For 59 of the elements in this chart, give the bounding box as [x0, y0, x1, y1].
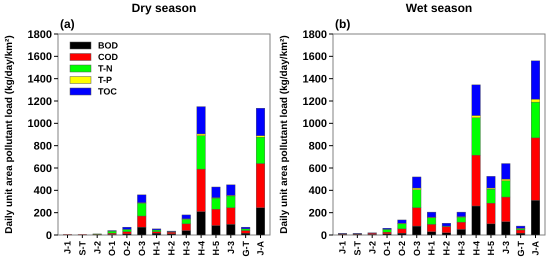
x-tick-label: S-T	[77, 240, 88, 256]
x-tick-label: J-2	[92, 241, 102, 254]
x-tick-label: O-3	[412, 241, 422, 256]
chart-title: Wet season	[406, 1, 472, 15]
x-tick-label: H-5	[211, 241, 222, 256]
y-tick-label: 1400	[28, 74, 52, 86]
y-tick-label: 0	[46, 230, 52, 242]
x-tick-label: J-3	[226, 241, 236, 254]
y-tick-label: 1800	[28, 28, 52, 41]
x-tick-label: H-3	[181, 241, 192, 256]
x-tick-label: H-1	[426, 241, 437, 256]
x-tick-label: H-5	[486, 241, 496, 256]
x-tick-label: J-3	[500, 241, 511, 254]
y-tick-label: 1400	[302, 74, 327, 86]
x-tick-label: H-2	[166, 241, 177, 256]
y-tick-label: 1600	[28, 51, 52, 64]
y-axis-title: Daily unit area pollutant load (kg/day/km²)	[279, 35, 290, 234]
chart-title: Dry season	[132, 1, 196, 15]
x-tick-label: H-1	[152, 241, 162, 256]
y-tick-label: 0	[320, 230, 327, 242]
legend-label: TOC	[98, 86, 118, 97]
x-tick-label: J-A	[530, 240, 541, 256]
x-tick-label: O-1	[382, 241, 392, 256]
x-tick-label: O-2	[122, 241, 132, 256]
text: (a)	[60, 17, 75, 31]
y-tick-label: 600	[308, 162, 327, 175]
text: (b)	[335, 17, 350, 31]
x-tick-label: J-1	[338, 241, 348, 254]
legend-label: BOD	[98, 40, 118, 51]
x-tick-label: H-3	[456, 241, 466, 256]
x-tick-label: H-2	[442, 241, 452, 256]
legend-label: COD	[98, 52, 118, 62]
x-tick-label: J-2	[367, 241, 378, 254]
y-tick-label: 200	[308, 208, 327, 220]
y-tick-label: 800	[34, 140, 52, 153]
y-tick-label: 1000	[28, 118, 52, 130]
y-axis-title: Daily unit area pollutant load (kg/day/km²)	[4, 35, 15, 234]
y-tick-label: 1000	[302, 118, 327, 130]
x-tick-label: S-T	[352, 240, 362, 256]
x-tick-label: O-3	[136, 241, 147, 256]
y-tick-label: 800	[308, 140, 327, 153]
y-tick-label: 600	[34, 162, 52, 175]
y-tick-label: 1600	[302, 51, 327, 64]
x-tick-label: J-A	[256, 240, 266, 256]
x-tick-label: O-2	[397, 241, 408, 256]
y-tick-label: 1800	[302, 28, 327, 41]
x-tick-label: G-T	[240, 240, 251, 256]
y-tick-label: 200	[34, 208, 52, 220]
x-tick-label: J-1	[62, 241, 73, 254]
y-tick-label: 1200	[28, 96, 52, 108]
x-tick-label: H-4	[196, 241, 206, 256]
y-tick-label: 400	[34, 185, 52, 198]
x-tick-label: G-T	[516, 240, 526, 256]
legend-label: T-P	[98, 75, 112, 86]
y-tick-label: 400	[308, 185, 327, 198]
y-tick-label: 1200	[302, 96, 327, 108]
x-tick-label: H-4	[471, 241, 482, 256]
legend-label: T-N	[98, 64, 112, 74]
x-tick-label: O-1	[107, 241, 118, 256]
